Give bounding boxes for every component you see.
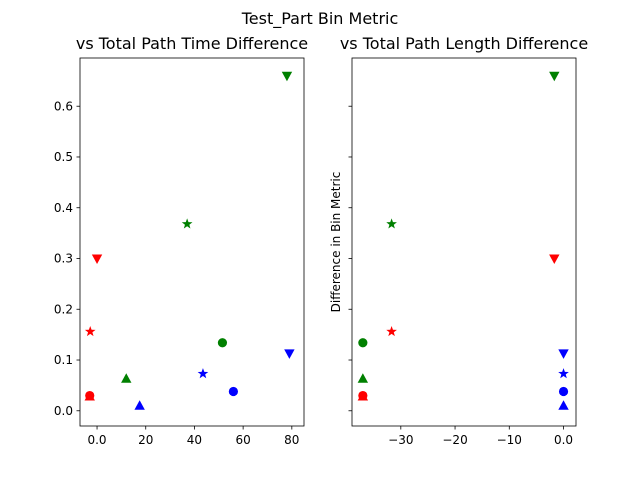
data-point-right xyxy=(549,254,560,264)
y-tick-label: 0.3 xyxy=(54,252,73,266)
subplot-title-left: vs Total Path Time Difference xyxy=(76,34,308,53)
y-tick-label: 0.4 xyxy=(54,201,73,215)
y-tick-label: 0.2 xyxy=(54,302,73,316)
y-axis-label-right: Difference in Bin Metric xyxy=(329,172,343,313)
data-point-left xyxy=(91,254,103,264)
data-point-right xyxy=(386,325,397,337)
figure-title: Test_Part Bin Metric xyxy=(241,9,399,29)
data-point-left xyxy=(181,218,193,229)
data-point-left xyxy=(134,400,145,410)
x-tick-label-left: 80 xyxy=(284,433,299,447)
x-tick-label-left: 60 xyxy=(235,433,250,447)
data-point-right xyxy=(358,338,368,348)
y-tick-label: 0.0 xyxy=(54,404,73,418)
data-point-right xyxy=(357,391,369,401)
data-point-right xyxy=(558,386,569,397)
subplot-title-right: vs Total Path Length Difference xyxy=(340,34,588,53)
data-point-right xyxy=(558,400,569,410)
data-point-left xyxy=(84,391,95,401)
data-point-left xyxy=(281,71,293,82)
data-point-right xyxy=(386,218,397,229)
x-tick-label-left: 20 xyxy=(138,433,153,447)
x-tick-label-right: −20 xyxy=(442,433,467,447)
x-tick-label-right: −30 xyxy=(388,433,413,447)
data-point-right xyxy=(558,349,569,359)
subplot-right: vs Total Path Length Difference −30 −20 −10… xyxy=(329,34,588,447)
x-tick-label-left: 0.0 xyxy=(87,433,106,447)
axes-frame-right xyxy=(351,57,577,427)
data-point-left xyxy=(228,386,238,397)
axes-frame-left xyxy=(79,57,305,427)
data-point-left xyxy=(84,325,96,337)
data-point-left xyxy=(217,338,228,348)
data-point-right xyxy=(357,373,369,383)
y-tick-label: 0.5 xyxy=(54,150,73,164)
x-tick-label-right: −10 xyxy=(497,433,522,447)
data-point-left xyxy=(197,368,209,379)
x-tick-label-left: 40 xyxy=(187,433,202,447)
data-point-left xyxy=(121,373,132,383)
data-point-left xyxy=(284,349,295,359)
y-tick-label: 0.6 xyxy=(54,99,73,113)
data-point-right xyxy=(549,71,560,82)
y-tick-label: 0.1 xyxy=(54,353,73,367)
x-tick-label-right: 0.0 xyxy=(554,433,573,447)
data-point-right xyxy=(558,368,569,379)
subplot-left: vs Total Path Time Difference 0.0 0.1 0.2 0.… xyxy=(54,34,308,447)
